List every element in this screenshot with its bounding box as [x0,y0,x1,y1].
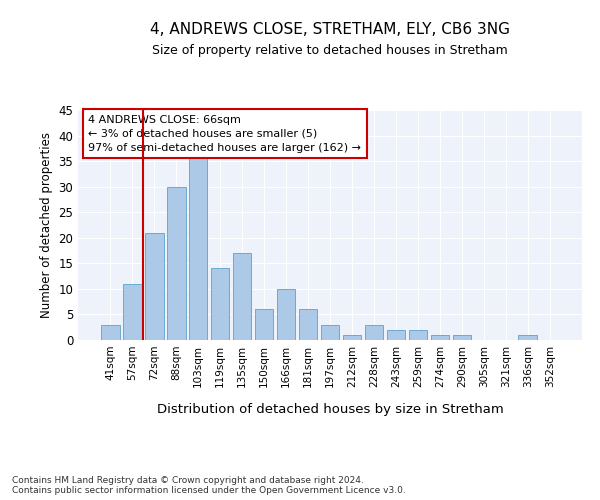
Bar [101,324,119,340]
Bar [365,324,383,340]
Bar [386,330,405,340]
Bar [409,330,427,340]
Bar [123,284,142,340]
Text: 4 ANDREWS CLOSE: 66sqm
← 3% of detached houses are smaller (5)
97% of semi-detac: 4 ANDREWS CLOSE: 66sqm ← 3% of detached … [88,114,361,152]
Bar [167,186,185,340]
Bar [277,289,295,340]
Bar [189,156,208,340]
Text: Size of property relative to detached houses in Stretham: Size of property relative to detached ho… [152,44,508,57]
Bar [431,335,449,340]
Bar [145,232,164,340]
Bar [343,335,361,340]
Bar [255,310,274,340]
Bar [452,335,471,340]
Text: Distribution of detached houses by size in Stretham: Distribution of detached houses by size … [157,402,503,415]
Text: 4, ANDREWS CLOSE, STRETHAM, ELY, CB6 3NG: 4, ANDREWS CLOSE, STRETHAM, ELY, CB6 3NG [150,22,510,38]
Text: Contains HM Land Registry data © Crown copyright and database right 2024.
Contai: Contains HM Land Registry data © Crown c… [12,476,406,495]
Bar [320,324,340,340]
Bar [518,335,537,340]
Bar [211,268,229,340]
Y-axis label: Number of detached properties: Number of detached properties [40,132,53,318]
Bar [299,310,317,340]
Bar [233,253,251,340]
